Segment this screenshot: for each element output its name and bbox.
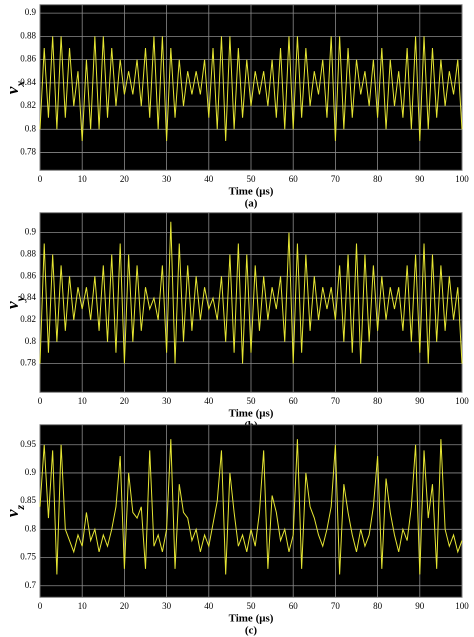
x-tick-label: 20 bbox=[120, 174, 130, 184]
x-tick-label: 60 bbox=[289, 174, 299, 184]
y-axis-label-sub: y bbox=[13, 295, 27, 303]
y-tick-label: 0.78 bbox=[20, 358, 36, 368]
x-tick-label: 80 bbox=[373, 396, 383, 406]
y-tick-label: 0.84 bbox=[20, 292, 36, 302]
y-tick-label: 0.88 bbox=[20, 249, 36, 259]
x-tick-label: 70 bbox=[331, 396, 341, 406]
y-axis-label-sub: x bbox=[13, 81, 27, 88]
y-tick-label: 0.82 bbox=[20, 314, 36, 324]
y-tick-label: 0.82 bbox=[20, 100, 36, 110]
y-axis-label: vy bbox=[3, 295, 27, 309]
x-tick-label: 50 bbox=[247, 174, 257, 184]
x-tick-label: 40 bbox=[204, 601, 214, 611]
x-tick-label: 50 bbox=[247, 396, 257, 406]
y-axis-label-main: v bbox=[3, 301, 22, 309]
x-axis-label: Time (μs) bbox=[229, 613, 274, 625]
x-tick-label: 60 bbox=[289, 396, 299, 406]
y-tick-label: 0.9 bbox=[25, 227, 37, 237]
y-axis-label-main: v bbox=[3, 509, 22, 517]
y-tick-label: 0.95 bbox=[20, 439, 36, 449]
caption: (a) bbox=[245, 198, 258, 210]
x-tick-label: 40 bbox=[204, 396, 214, 406]
y-tick-label: 0.9 bbox=[25, 467, 37, 477]
y-tick-label: 0.88 bbox=[20, 30, 36, 40]
y-tick-label: 0.9 bbox=[25, 7, 37, 17]
data-line bbox=[39, 36, 463, 141]
x-tick-label: 50 bbox=[247, 601, 257, 611]
y-tick-label: 0.8 bbox=[25, 336, 37, 346]
x-tick-label: 10 bbox=[78, 396, 88, 406]
y-axis-label: vz bbox=[3, 505, 27, 518]
y-axis-label-main: v bbox=[3, 86, 22, 94]
x-tick-label: 30 bbox=[162, 396, 172, 406]
x-tick-label: 100 bbox=[455, 396, 469, 406]
y-tick-label: 0.84 bbox=[20, 77, 36, 87]
x-tick-label: 10 bbox=[78, 174, 88, 184]
data-line bbox=[39, 221, 463, 364]
caption: (c) bbox=[245, 625, 258, 637]
x-tick-label: 90 bbox=[415, 174, 425, 184]
y-tick-label: 0.85 bbox=[20, 495, 36, 505]
x-tick-label: 20 bbox=[120, 396, 130, 406]
y-tick-label: 0.75 bbox=[20, 552, 36, 562]
x-tick-label: 0 bbox=[38, 174, 43, 184]
x-tick-label: 100 bbox=[455, 174, 469, 184]
data-line bbox=[39, 439, 463, 575]
x-tick-label: 30 bbox=[162, 601, 172, 611]
x-tick-label: 90 bbox=[415, 396, 425, 406]
x-tick-label: 90 bbox=[415, 601, 425, 611]
y-tick-label: 0.86 bbox=[20, 54, 36, 64]
x-tick-label: 0 bbox=[38, 396, 43, 406]
y-tick-label: 0.7 bbox=[25, 580, 37, 590]
y-tick-label: 0.8 bbox=[25, 523, 37, 533]
y-axis-label-sub: z bbox=[13, 505, 27, 511]
x-axis-label: Time (μs) bbox=[229, 408, 274, 420]
x-tick-label: 60 bbox=[289, 601, 299, 611]
x-tick-label: 100 bbox=[455, 601, 469, 611]
x-tick-label: 70 bbox=[331, 601, 341, 611]
y-tick-label: 0.86 bbox=[20, 270, 36, 280]
x-tick-label: 30 bbox=[162, 174, 172, 184]
y-tick-label: 0.78 bbox=[20, 147, 36, 157]
x-tick-label: 20 bbox=[120, 601, 130, 611]
x-tick-label: 40 bbox=[204, 174, 214, 184]
x-axis-label: Time (μs) bbox=[229, 186, 274, 198]
x-tick-label: 0 bbox=[38, 601, 43, 611]
x-tick-label: 80 bbox=[373, 601, 383, 611]
y-axis-label: vx bbox=[3, 81, 27, 95]
x-tick-label: 70 bbox=[331, 174, 341, 184]
x-tick-label: 80 bbox=[373, 174, 383, 184]
x-tick-label: 10 bbox=[78, 601, 88, 611]
y-tick-label: 0.8 bbox=[25, 123, 37, 133]
